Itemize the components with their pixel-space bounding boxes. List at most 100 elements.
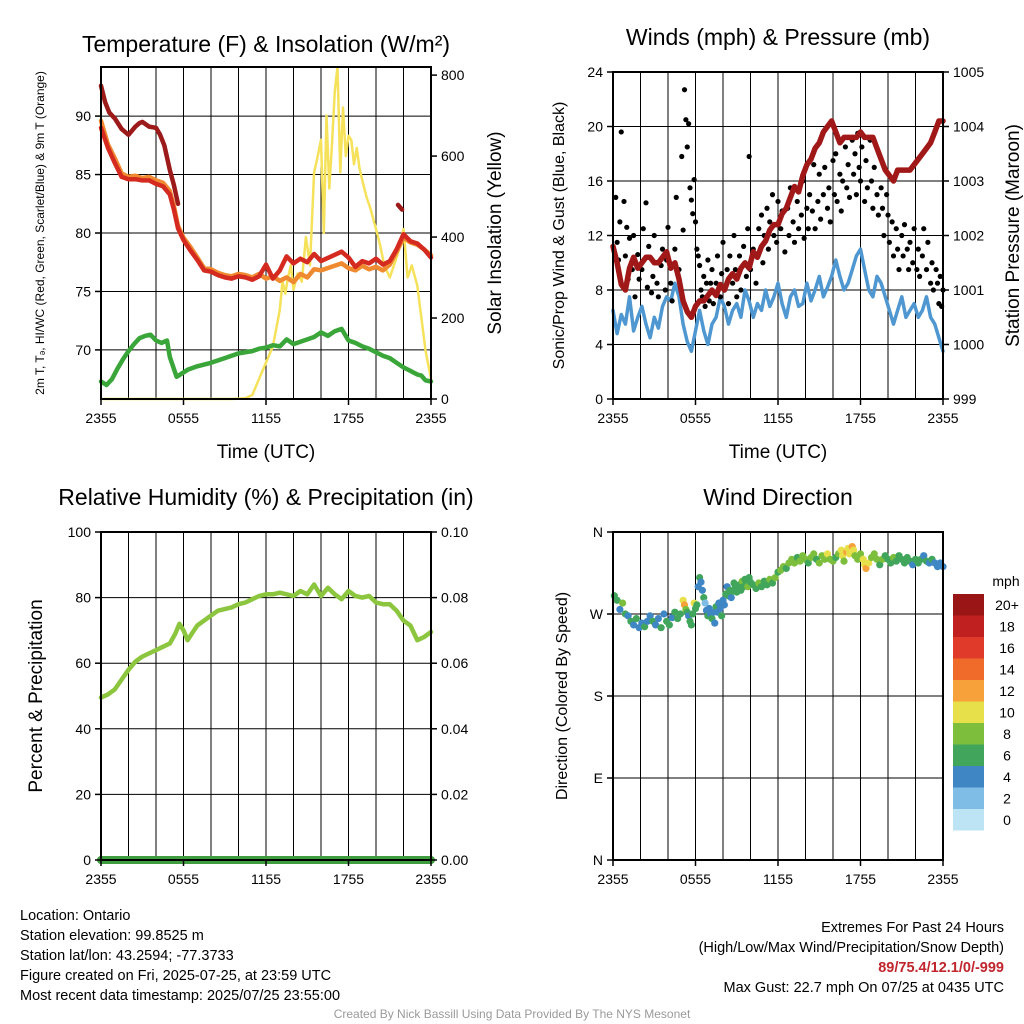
gust-point	[632, 294, 638, 300]
colorbar-label: 14	[999, 661, 1015, 677]
colorbar-label: 8	[1003, 726, 1011, 742]
direction-point	[643, 617, 651, 625]
direction-point	[837, 546, 845, 554]
direction-point	[865, 559, 873, 567]
extremes-title: Extremes For Past 24 Hours	[821, 920, 1004, 936]
gust-point	[697, 262, 703, 269]
direction-point	[821, 555, 829, 563]
y-tick-label-right: 0.08	[441, 590, 468, 606]
gust-point	[911, 226, 917, 232]
gust-point	[738, 287, 744, 293]
y-tick-label-right: 0.10	[441, 524, 468, 540]
chart-title: Relative Humidity (%) & Precipitation (i…	[58, 484, 473, 510]
gust-point	[614, 239, 620, 245]
colorbar: mph 20+ 18 16 14 12 10 8 6 4 2 0	[953, 573, 1020, 831]
direction-point	[757, 583, 766, 591]
colorbar-swatch	[953, 701, 984, 723]
direction-point	[815, 559, 823, 567]
direction-point	[876, 561, 884, 569]
gust-point	[904, 246, 910, 252]
gust-point	[874, 192, 880, 198]
colorbar-swatch	[953, 658, 984, 680]
gust-point	[838, 208, 844, 214]
direction-point	[763, 581, 771, 589]
direction-point	[727, 594, 735, 602]
gust-point	[844, 185, 850, 191]
y-tick-label-right: 999	[953, 391, 977, 407]
gust-point	[782, 249, 788, 255]
y-tick-label-left: 70	[75, 342, 91, 358]
station-latlon: Station lat/lon: 43.2594; -77.3733	[20, 948, 234, 964]
max-gust: Max Gust: 22.7 mph On 07/25 at 0435 UTC	[723, 980, 1004, 996]
y-tick-label-left: 75	[75, 283, 91, 299]
x-tick-label: 1755	[845, 871, 876, 887]
gust-point	[668, 280, 674, 286]
gust-point	[822, 164, 828, 170]
gust-point	[684, 144, 690, 150]
direction-point	[850, 546, 858, 554]
y-tick-label-left: E	[594, 770, 603, 786]
colorbar-title: mph	[992, 573, 1019, 589]
gust-point	[870, 205, 876, 211]
gust-point	[734, 294, 740, 300]
gust-point	[736, 253, 743, 259]
series-hi	[98, 83, 181, 207]
direction-point	[887, 559, 895, 567]
gust-point	[812, 226, 818, 232]
gust-point	[701, 273, 707, 279]
direction-point	[796, 557, 804, 565]
gust-point	[720, 239, 726, 245]
x-tick-label: 1755	[333, 871, 364, 887]
gust-point	[805, 226, 811, 232]
gust-point	[673, 194, 679, 200]
gust-point	[857, 178, 864, 184]
x-tick-label: 2355	[597, 410, 628, 426]
direction-point	[701, 599, 709, 607]
gust-point	[655, 294, 661, 300]
gust-point	[679, 153, 685, 160]
direction-point	[619, 599, 627, 607]
x-tick-label: 1155	[251, 871, 281, 887]
chart-title: Winds (mph) & Pressure (mb)	[626, 24, 930, 50]
direction-point	[854, 555, 862, 563]
gust-point	[794, 198, 800, 205]
direction-point	[870, 550, 878, 558]
direction-point	[700, 594, 708, 602]
direction-point	[900, 559, 909, 567]
y-tick-label-left: N	[593, 852, 603, 868]
gust-point	[644, 284, 650, 290]
gust-point	[774, 239, 780, 245]
colorbar-label: 16	[999, 640, 1015, 656]
gust-point	[837, 171, 843, 177]
direction-point	[859, 555, 867, 563]
y-tick-label-right: 1005	[953, 64, 984, 80]
direction-point	[693, 601, 701, 609]
gust-point	[631, 232, 637, 239]
gust-point	[727, 253, 733, 259]
series-pressure	[610, 118, 946, 321]
gust-point	[617, 219, 623, 225]
y-tick-label-left: 0	[595, 391, 603, 407]
figure-created: Figure created on Fri, 2025-07-25, at 23…	[20, 968, 332, 984]
gust-point	[694, 246, 700, 252]
colorbar-swatch	[953, 680, 984, 702]
gust-point	[923, 266, 930, 273]
colorbar-swatch	[953, 723, 984, 745]
direction-point	[616, 605, 624, 614]
credit-line: Created By Nick Bassill Using Data Provi…	[333, 1007, 691, 1021]
gust-point	[769, 192, 776, 198]
colorbar-label: 20+	[995, 597, 1019, 613]
gust-point	[745, 226, 751, 232]
x-tick-label: 1155	[763, 410, 793, 426]
direction-point	[892, 557, 900, 565]
gust-point	[859, 144, 865, 150]
y-axis-label-left: 2m T, Tₔ, HI/WC (Red, Green, Scarlet/Blu…	[33, 71, 47, 395]
gust-point	[889, 219, 895, 225]
x-axis-label: Time (UTC)	[217, 442, 316, 463]
gust-point	[659, 246, 666, 252]
series-rh	[98, 582, 434, 700]
y-tick-label-left: 80	[75, 590, 91, 606]
colorbar-label: 4	[1003, 769, 1011, 785]
colorbar-swatch	[953, 615, 984, 637]
